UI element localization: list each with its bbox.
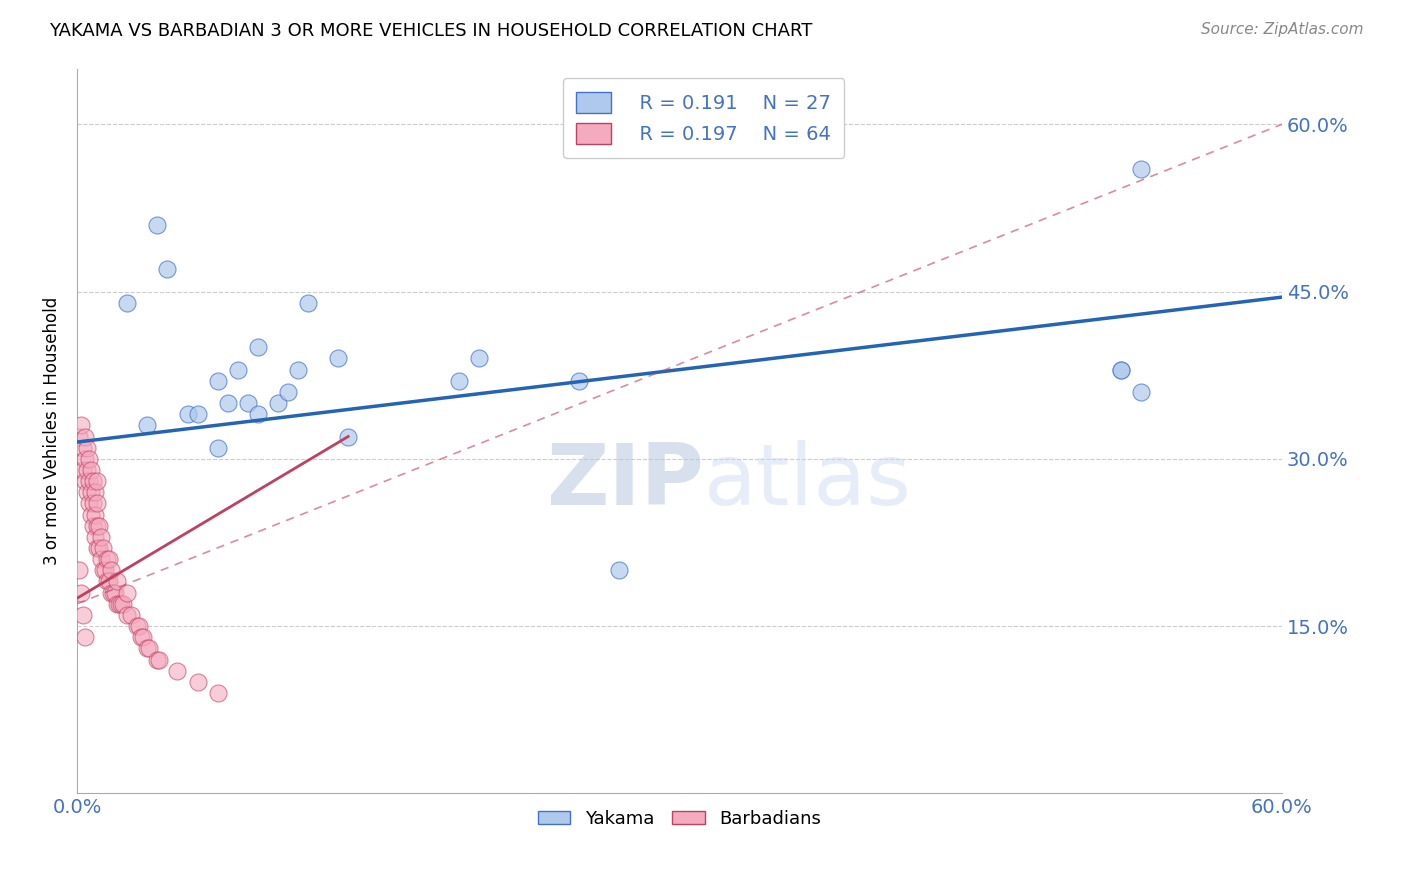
Point: [90, 530, 112, 544]
Point: [447, 374, 470, 388]
Point: [76, 485, 98, 500]
Point: [80, 508, 103, 522]
Point: [89, 541, 111, 555]
Point: [136, 418, 159, 433]
Point: [467, 351, 489, 366]
Y-axis label: 3 or more Vehicles in Household: 3 or more Vehicles in Household: [44, 297, 60, 565]
Point: [236, 396, 259, 410]
Point: [132, 630, 155, 644]
Point: [82, 518, 104, 533]
Point: [77, 496, 100, 510]
Point: [128, 619, 150, 633]
Point: [103, 585, 125, 599]
Point: [1111, 362, 1133, 376]
Point: [84, 508, 107, 522]
Point: [156, 262, 179, 277]
Point: [76, 441, 98, 455]
Point: [82, 496, 104, 510]
Point: [117, 295, 139, 310]
Legend: Yakama, Barbadians: Yakama, Barbadians: [530, 803, 828, 835]
Text: ZIP: ZIP: [546, 440, 703, 524]
Point: [568, 374, 591, 388]
Point: [117, 607, 139, 622]
Point: [98, 552, 121, 566]
Point: [72, 607, 94, 622]
Point: [75, 630, 97, 644]
Point: [100, 563, 122, 577]
Point: [207, 686, 229, 700]
Point: [146, 652, 169, 666]
Point: [70, 585, 93, 599]
Point: [96, 552, 118, 566]
Point: [187, 674, 209, 689]
Point: [84, 485, 107, 500]
Point: [1130, 161, 1153, 176]
Point: [100, 585, 122, 599]
Point: [328, 351, 350, 366]
Point: [80, 463, 103, 477]
Point: [91, 541, 114, 555]
Point: [72, 441, 94, 455]
Point: [75, 474, 97, 488]
Point: [127, 619, 149, 633]
Point: [148, 652, 170, 666]
Point: [1111, 362, 1133, 376]
Point: [246, 407, 269, 421]
Point: [1130, 384, 1153, 399]
Point: [90, 552, 112, 566]
Point: [67, 563, 90, 577]
Point: [207, 441, 229, 455]
Point: [187, 407, 209, 421]
Point: [120, 607, 142, 622]
Point: [110, 597, 132, 611]
Text: YAKAMA VS BARBADIAN 3 OR MORE VEHICLES IN HOUSEHOLD CORRELATION CHART: YAKAMA VS BARBADIAN 3 OR MORE VEHICLES I…: [49, 22, 813, 40]
Point: [86, 474, 108, 488]
Point: [86, 496, 108, 510]
Text: Source: ZipAtlas.com: Source: ZipAtlas.com: [1201, 22, 1364, 37]
Point: [105, 597, 128, 611]
Point: [75, 451, 97, 466]
Point: [70, 418, 93, 433]
Point: [131, 630, 153, 644]
Point: [112, 597, 135, 611]
Point: [75, 429, 97, 443]
Point: [217, 396, 239, 410]
Point: [77, 451, 100, 466]
Point: [94, 563, 117, 577]
Point: [246, 340, 269, 354]
Point: [607, 563, 630, 577]
Point: [146, 218, 169, 232]
Point: [89, 518, 111, 533]
Text: atlas: atlas: [703, 440, 911, 524]
Point: [96, 574, 118, 589]
Point: [166, 664, 188, 678]
Point: [98, 574, 121, 589]
Point: [104, 585, 127, 599]
Point: [108, 597, 131, 611]
Point: [207, 374, 229, 388]
Point: [77, 474, 100, 488]
Point: [297, 295, 319, 310]
Point: [105, 574, 128, 589]
Point: [80, 485, 103, 500]
Point: [72, 463, 94, 477]
Point: [287, 362, 309, 376]
Point: [138, 641, 160, 656]
Point: [277, 384, 299, 399]
Point: [267, 396, 290, 410]
Point: [117, 585, 139, 599]
Point: [176, 407, 198, 421]
Point: [76, 463, 98, 477]
Point: [86, 518, 108, 533]
Point: [136, 641, 159, 656]
Point: [84, 530, 107, 544]
Point: [82, 474, 104, 488]
Point: [86, 541, 108, 555]
Point: [226, 362, 249, 376]
Point: [91, 563, 114, 577]
Point: [337, 429, 360, 443]
Point: [67, 429, 90, 443]
